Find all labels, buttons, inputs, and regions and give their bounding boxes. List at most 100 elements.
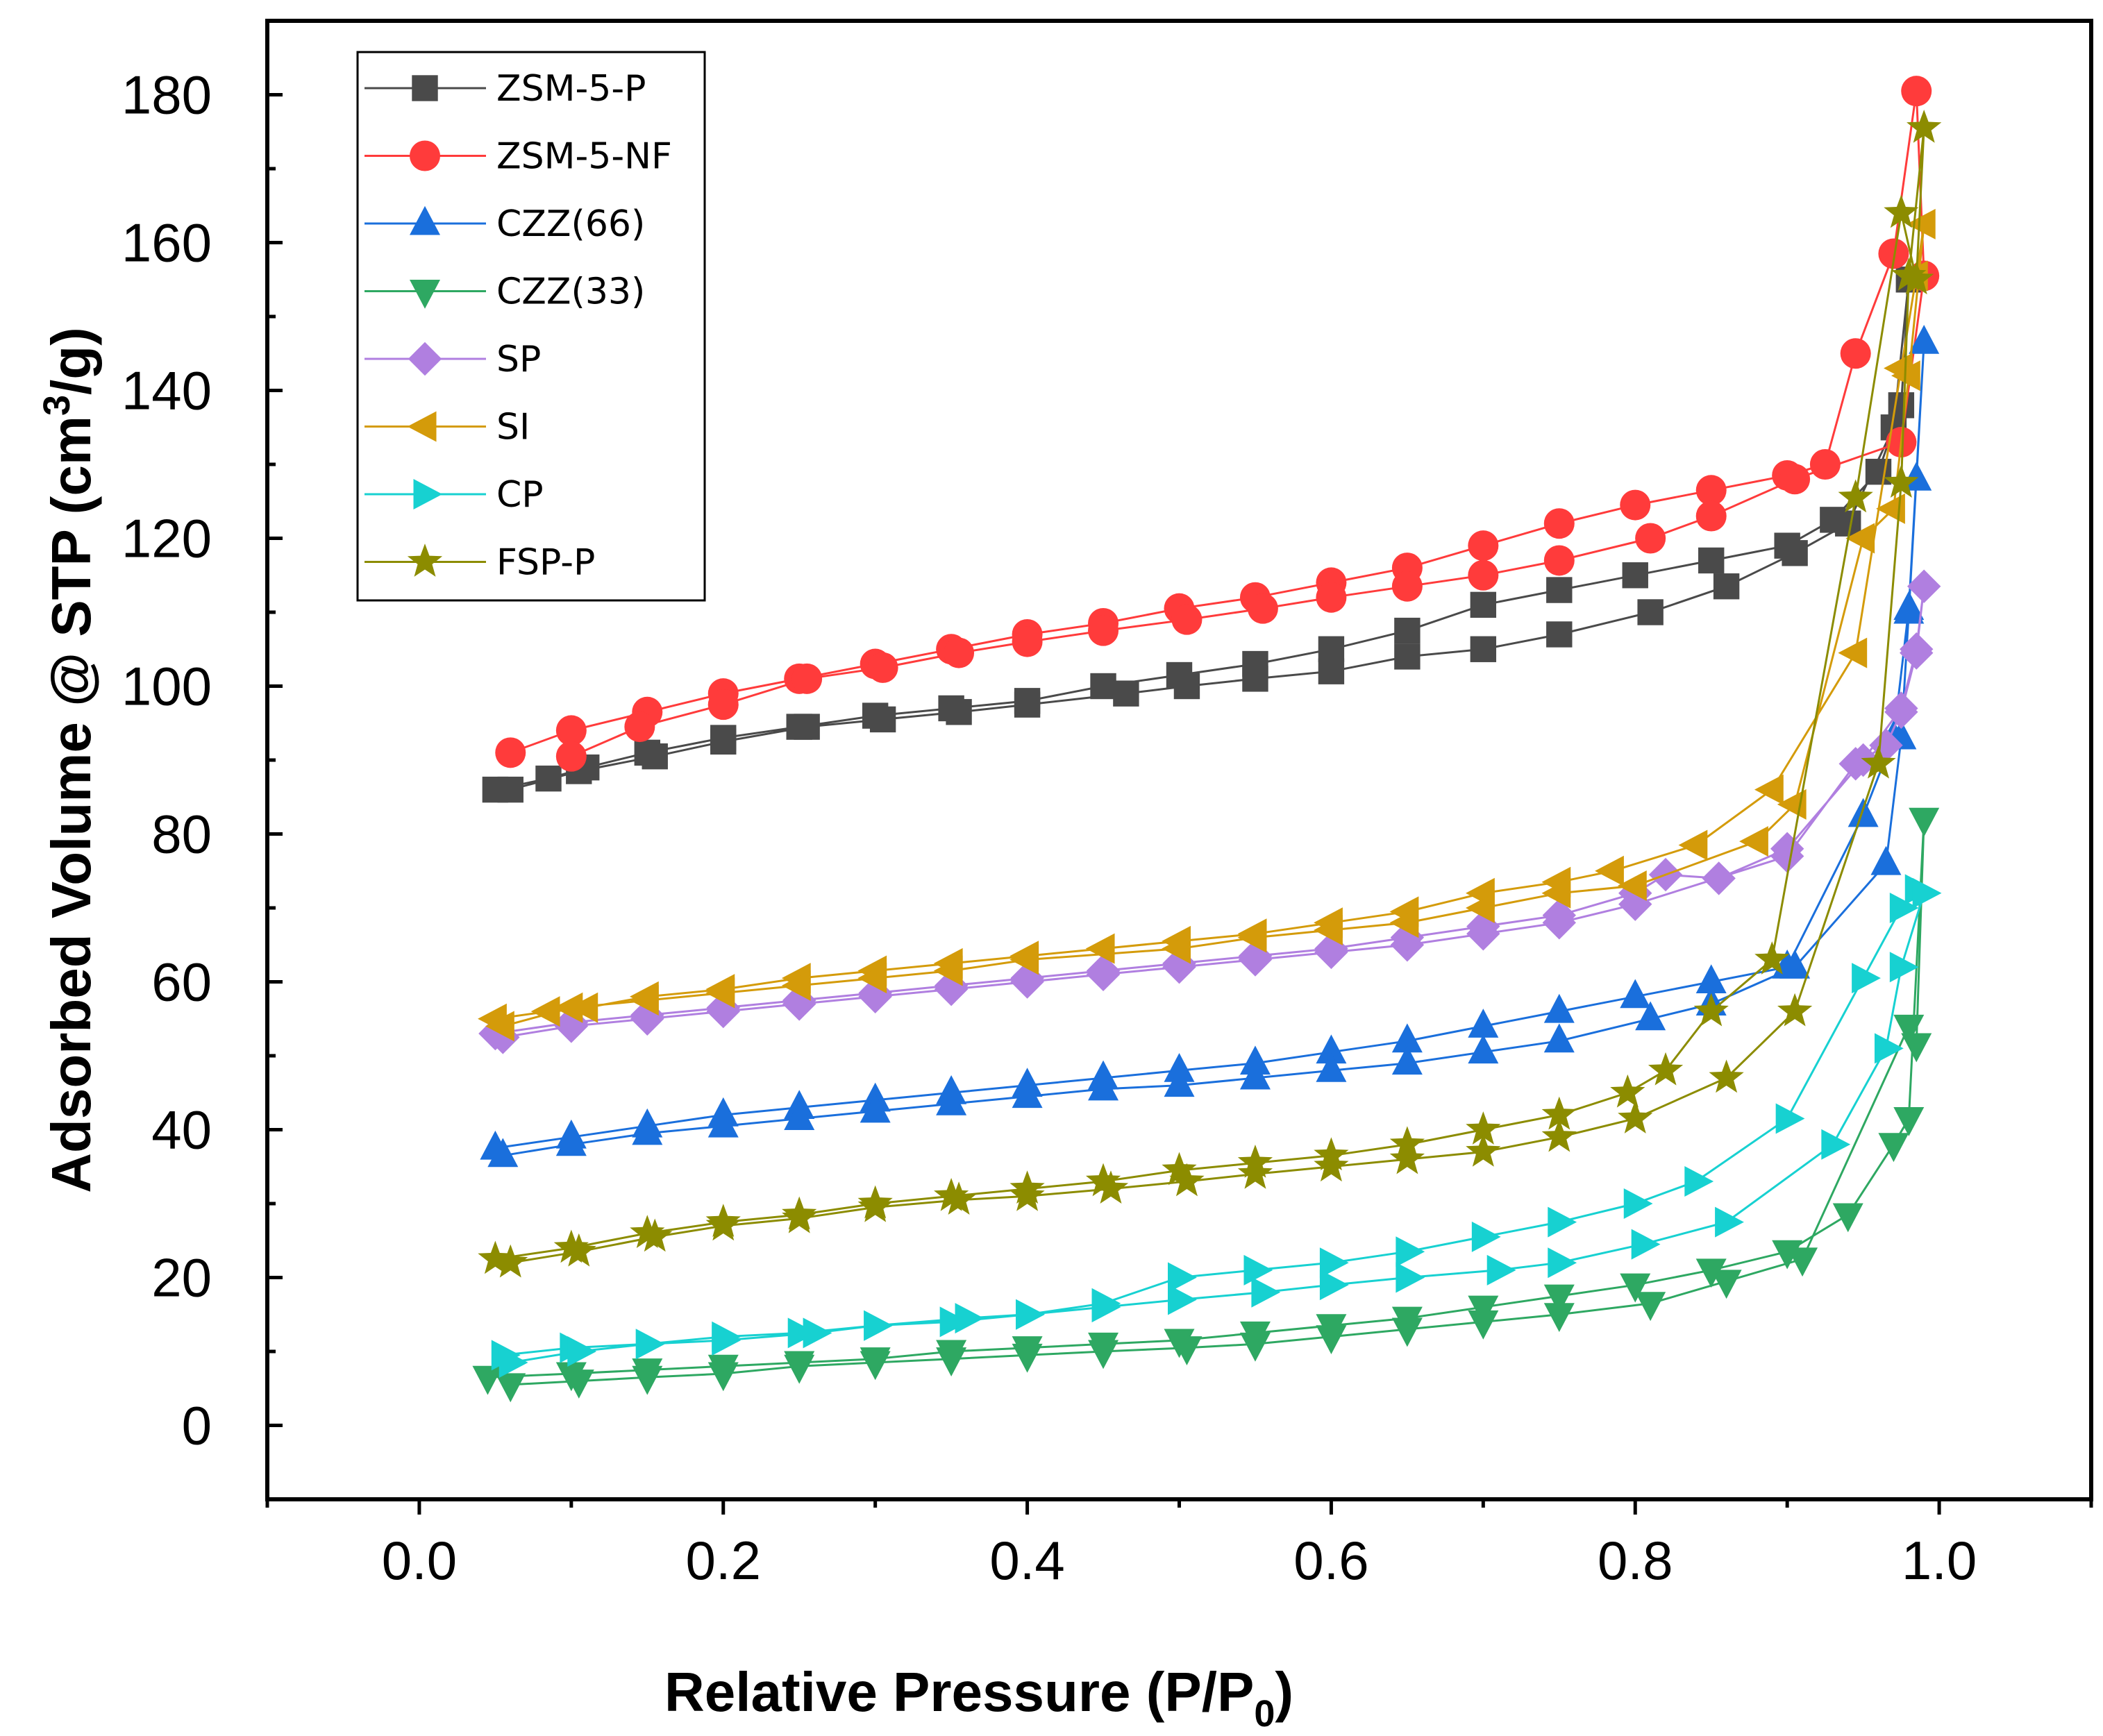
point-czz-66 [1893, 594, 1925, 624]
legend: ZSM-5-P ZSM-5-NF CZZ(66) CZZ(33) SP SI CP FSP-P [356, 51, 706, 602]
legend-label: ZSM-5-NF [496, 136, 672, 178]
point-fsp-p [1009, 1177, 1045, 1211]
legend-marker-zsm-5-nf [410, 140, 440, 171]
point-sp [1010, 965, 1044, 999]
point-czz-33 [1239, 1332, 1271, 1362]
point-zsm-5-p [642, 743, 668, 770]
y-tick-label: 20 [151, 1247, 212, 1308]
point-sp [1466, 917, 1500, 951]
point-si [530, 996, 560, 1027]
y-tick-label: 180 [122, 65, 212, 126]
point-cp [1319, 1247, 1349, 1279]
point-si [1739, 826, 1768, 857]
point-cp [955, 1303, 985, 1334]
point-fsp-p [782, 1199, 817, 1233]
point-si [781, 970, 811, 1001]
point-zsm-5-nf [1635, 523, 1666, 554]
legend-marker-sp [408, 342, 442, 376]
point-czz-66 [707, 1108, 739, 1138]
point-cp [1889, 893, 1919, 923]
point-fsp-p [1777, 993, 1813, 1027]
legend-label: CP [496, 474, 544, 516]
point-czz-33 [1893, 1014, 1925, 1044]
point-sp [554, 1009, 589, 1043]
point-czz-33 [1695, 1258, 1727, 1288]
point-zsm-5-nf [944, 637, 975, 668]
y-axis-title-tail: /g) [40, 327, 102, 395]
point-zsm-5-nf [1695, 500, 1727, 532]
point-fsp-p [1237, 1156, 1273, 1189]
point-czz-66 [1870, 845, 1902, 875]
point-si [1845, 523, 1875, 554]
point-fsp-p [941, 1181, 977, 1215]
point-cp [712, 1325, 742, 1356]
point-czz-66 [1909, 324, 1940, 354]
point-czz-33 [1772, 1240, 1803, 1270]
point-fsp-p [1466, 1134, 1501, 1167]
point-czz-33 [707, 1362, 739, 1392]
legend-label: SP [496, 339, 541, 380]
point-zsm-5-nf [1468, 530, 1499, 562]
y-tick-label: 120 [122, 508, 212, 569]
point-si [1389, 907, 1419, 938]
y-tick-label: 40 [151, 1099, 212, 1161]
point-cp [1396, 1236, 1425, 1267]
point-fsp-p [493, 1244, 528, 1278]
point-cp [1243, 1254, 1273, 1286]
point-fsp-p [1466, 1111, 1501, 1145]
point-zsm-5-nf [624, 711, 655, 743]
point-si [1162, 933, 1191, 964]
point-fsp-p [1884, 464, 1919, 498]
series-line-zsm-5-p [495, 279, 1910, 791]
point-cp [1912, 877, 1942, 909]
point-fsp-p [1891, 258, 1927, 291]
point-czz-66 [1635, 1001, 1666, 1031]
legend-marker-czz-33 [410, 280, 440, 309]
point-zsm-5-nf [1809, 449, 1841, 480]
point-zsm-5-p [1622, 562, 1648, 589]
point-czz-66 [1543, 1023, 1575, 1053]
point-zsm-5-nf [555, 715, 587, 746]
point-sp [1702, 861, 1736, 895]
point-sp [1907, 569, 1941, 603]
point-si [1009, 944, 1039, 975]
point-zsm-5-nf [867, 652, 898, 683]
point-si [1085, 933, 1115, 964]
point-zsm-5-nf [555, 741, 587, 772]
point-czz-33 [1543, 1284, 1575, 1314]
legend-item-czz-66: CZZ(66) [365, 203, 645, 245]
point-fsp-p [1389, 1140, 1425, 1174]
point-fsp-p [1541, 1096, 1577, 1130]
point-czz-66 [1695, 964, 1727, 993]
point-cp [635, 1329, 665, 1360]
point-fsp-p [637, 1218, 673, 1252]
point-zsm-5-p [1470, 636, 1497, 662]
point-czz-66 [1848, 798, 1879, 827]
point-zsm-5-p [1782, 540, 1808, 566]
point-cp [1684, 1166, 1714, 1197]
point-czz-66 [1239, 1060, 1271, 1090]
point-czz-33 [1171, 1336, 1203, 1365]
y-tick-label: 160 [122, 212, 212, 273]
point-si [1314, 914, 1343, 945]
x-tick-label: 0.0 [382, 1530, 457, 1591]
point-zsm-5-nf [1171, 604, 1203, 635]
point-czz-33 [1832, 1203, 1863, 1233]
point-cp [1168, 1262, 1197, 1293]
point-zsm-5-nf [1543, 545, 1575, 576]
point-zsm-5-nf [495, 737, 526, 768]
point-czz-66 [936, 1086, 967, 1115]
point-cp [498, 1347, 528, 1378]
legend-marker-cp [413, 479, 443, 509]
point-zsm-5-nf [1247, 593, 1278, 624]
point-zsm-5-nf [1468, 559, 1499, 591]
point-fsp-p [1618, 1100, 1653, 1134]
point-czz-33 [1543, 1303, 1575, 1333]
point-zsm-5-p [1318, 658, 1345, 684]
series-cp [491, 874, 1942, 1378]
point-zsm-5-p [1090, 673, 1116, 700]
point-czz-66 [1088, 1071, 1119, 1101]
point-czz-66 [1779, 949, 1811, 979]
point-si [1595, 855, 1624, 886]
point-fsp-p [1541, 1118, 1577, 1152]
